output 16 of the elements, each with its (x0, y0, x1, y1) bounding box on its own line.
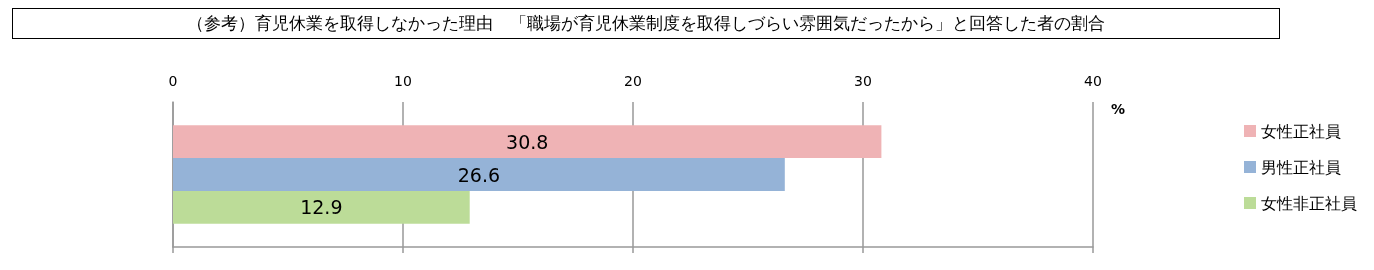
legend-label: 男性正社員 (1261, 157, 1341, 177)
data-label: 12.9 (300, 196, 343, 219)
data-label: 26.6 (457, 163, 501, 186)
bar (173, 125, 882, 159)
x-tick-label: 40 (1084, 73, 1102, 89)
bar (173, 190, 470, 224)
legend-label: 女性正社員 (1261, 121, 1341, 141)
bar (173, 158, 785, 191)
x-axis-title: % (1111, 101, 1126, 117)
x-tick-label: 10 (394, 73, 412, 89)
x-tick-label: 0 (168, 73, 178, 89)
x-tick-label: 30 (854, 73, 872, 89)
x-tick-label: 20 (624, 73, 642, 89)
legend-label: 女性非正社員 (1261, 193, 1357, 213)
chart-title: （参考）育児休業を取得しなかった理由 「職場が育児休業制度を取得しづらい雰囲気だったから」と回答した者の割合 (12, 8, 1280, 39)
data-label: 30.8 (506, 130, 549, 153)
